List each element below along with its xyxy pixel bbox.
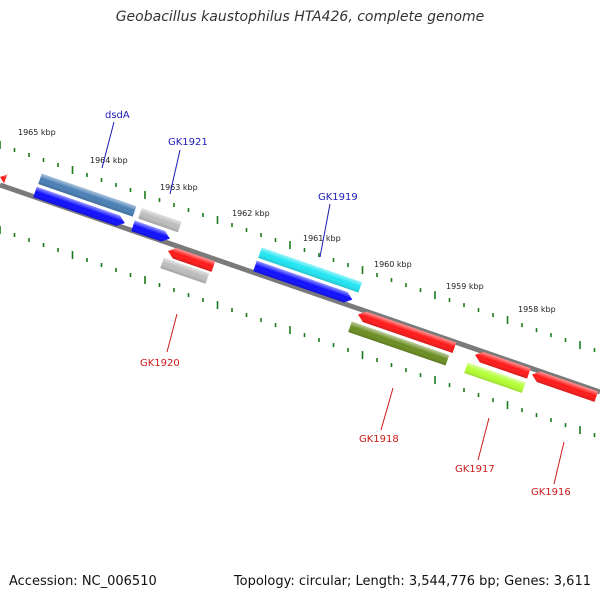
gene-label-leader bbox=[319, 203, 331, 258]
ruler-minus-strand bbox=[0, 226, 596, 438]
gene-plus-strand bbox=[38, 173, 137, 217]
gene-plus-strand bbox=[33, 186, 125, 226]
ruler-label: 1961 kbp bbox=[303, 234, 341, 243]
ruler-labels: 1965 kbp 1964 kbp 1963 kbp 1962 kbp 1961 kbp… bbox=[18, 128, 556, 314]
ruler-plus-strand bbox=[0, 141, 596, 353]
gene-label: GK1917 bbox=[455, 464, 495, 475]
gene-plus-strand bbox=[138, 208, 182, 233]
gene-label: dsdA bbox=[105, 110, 130, 121]
gene-plus-strand bbox=[253, 260, 353, 303]
gene-features bbox=[0, 173, 599, 402]
ruler-label: 1960 kbp bbox=[374, 260, 412, 269]
ruler-label: 1958 kbp bbox=[518, 305, 556, 314]
gene-plus-strand bbox=[258, 247, 362, 293]
accession-text: Accession: NC_006510 bbox=[9, 574, 157, 589]
gene-minus-strand bbox=[348, 321, 450, 366]
ruler-label: 1962 kbp bbox=[232, 209, 270, 218]
ruler-label: 1964 kbp bbox=[90, 156, 128, 165]
gene-label: GK1918 bbox=[359, 434, 399, 445]
ruler-label: 1959 kbp bbox=[446, 282, 484, 291]
genome-summary-text: Topology: circular; Length: 3,544,776 bp… bbox=[233, 574, 591, 589]
gene-label: GK1919 bbox=[318, 192, 358, 203]
gene-minus-strand bbox=[160, 257, 210, 284]
gene-plus-strand bbox=[131, 220, 170, 242]
gene-minus-strand bbox=[475, 351, 531, 379]
map-title: Geobacillus kaustophilus HTA426, complet… bbox=[115, 9, 485, 25]
gene-label-leader bbox=[166, 313, 178, 353]
gene-label: GK1920 bbox=[140, 358, 180, 369]
gene-label: GK1916 bbox=[531, 487, 571, 498]
gene-label-leader bbox=[101, 121, 115, 169]
gene-label-leader bbox=[553, 441, 565, 485]
gene-label: GK1921 bbox=[168, 137, 208, 148]
ruler-label: 1965 kbp bbox=[18, 128, 56, 137]
gene-minus-strand bbox=[168, 248, 216, 272]
ruler-label: 1963 kbp bbox=[160, 183, 198, 192]
gene-label-leader bbox=[477, 417, 490, 461]
gene-label-leader bbox=[380, 387, 394, 431]
gene-minus-strand bbox=[358, 311, 457, 353]
gene-minus-strand bbox=[0, 173, 9, 185]
gene-label-leader bbox=[169, 149, 181, 195]
gene-minus-strand bbox=[464, 362, 526, 393]
gene-minus-strand bbox=[532, 371, 599, 402]
gene-labels: dsdA GK1921 GK1919 GK1920 GK1918 GK1917 GK1916 bbox=[101, 110, 571, 498]
